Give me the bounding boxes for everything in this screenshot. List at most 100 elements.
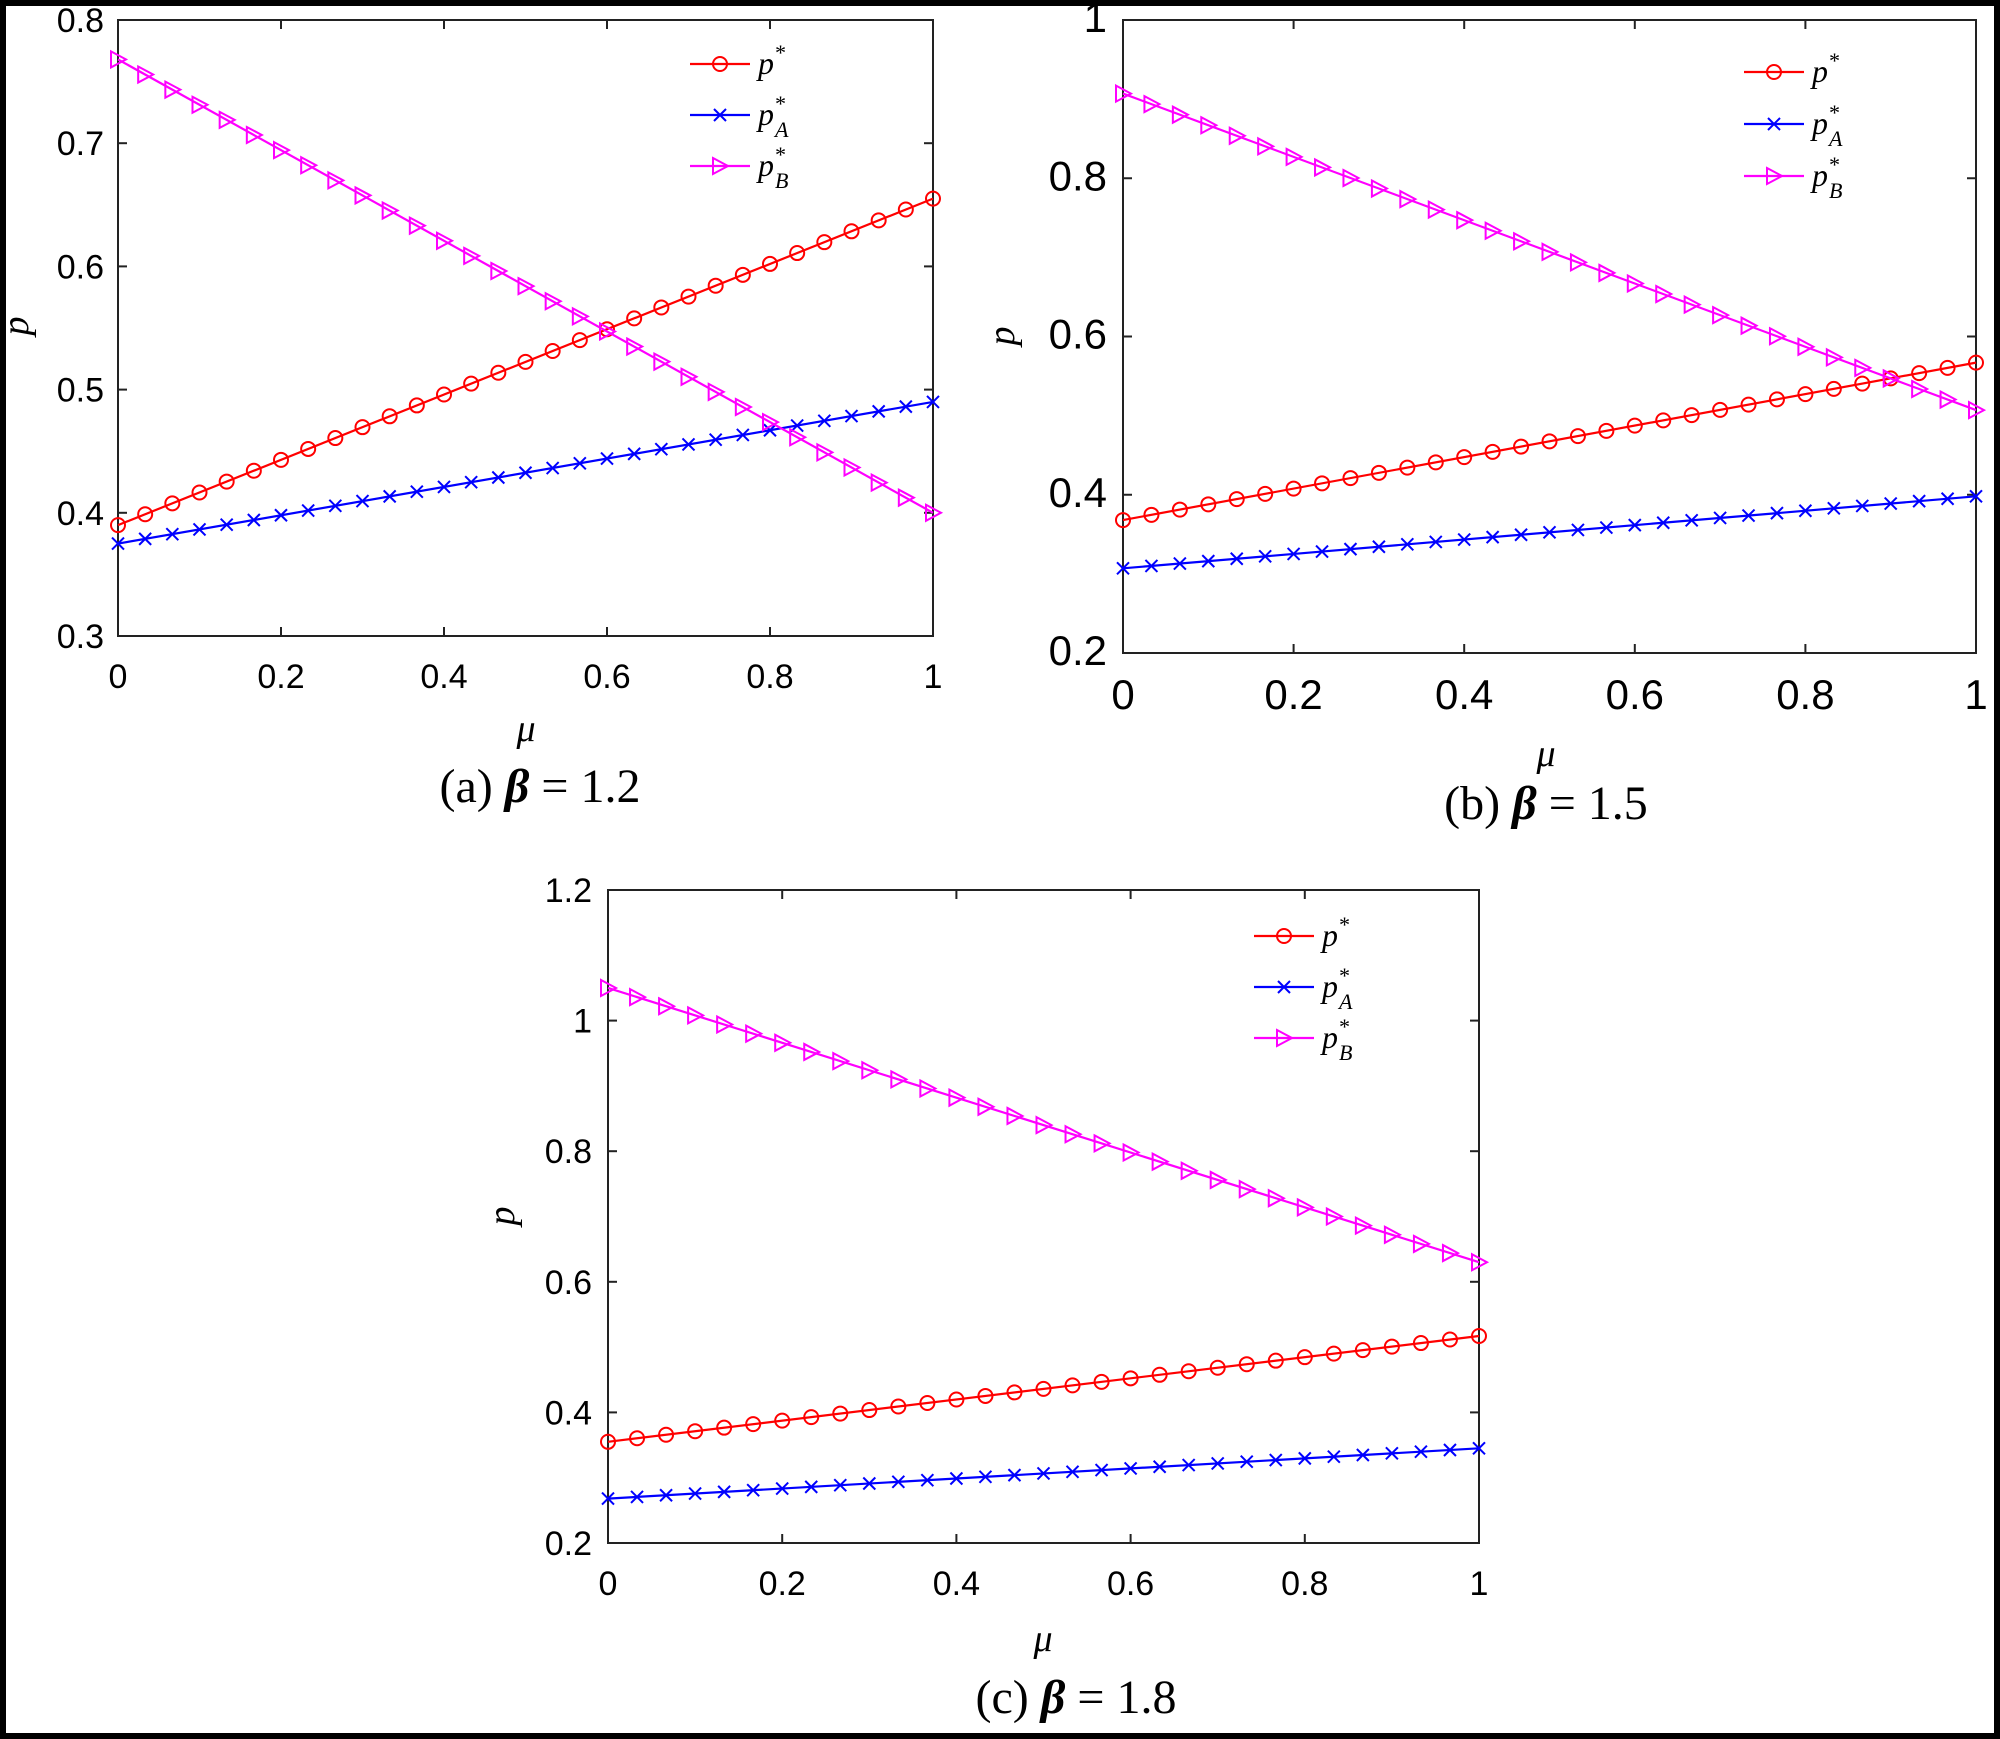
marker-stroke <box>1144 559 1159 573</box>
data-point <box>219 518 234 532</box>
data-point <box>218 110 237 130</box>
marker-stroke <box>688 1486 702 1501</box>
series-2 <box>601 1441 1486 1506</box>
legend-label-sup: * <box>774 142 785 167</box>
marker-stroke <box>192 522 207 537</box>
x-axis-label: μ <box>515 708 535 750</box>
data-point <box>1768 391 1785 408</box>
data-point <box>1912 494 1926 508</box>
chart-panel-c: 0 0.2 0.4 0.6 0.8 10.20.40.60.811.2μp(c) β = … <box>481 872 1490 1724</box>
legend: p*p* Ap* B <box>1254 912 1353 1065</box>
legend-label: p* B <box>756 142 788 193</box>
x-axis-label: μ <box>1032 1618 1052 1660</box>
legend-label-sub: B <box>1829 178 1842 203</box>
data-point <box>1471 1327 1487 1344</box>
x-tick-label: 1 <box>924 658 943 696</box>
marker-stroke <box>1883 496 1898 511</box>
data-point <box>1325 1345 1342 1362</box>
marker-stroke <box>1356 1448 1370 1462</box>
y-tick-label: 0.8 <box>545 1133 592 1171</box>
marker-stroke <box>713 108 727 122</box>
data-point <box>832 1051 851 1071</box>
data-point <box>573 456 587 471</box>
marker-stroke <box>1152 1460 1167 1474</box>
data-point <box>861 1402 878 1419</box>
marker-stroke <box>978 1470 993 1484</box>
marker-stroke <box>844 409 859 423</box>
x-tick-label: 0.4 <box>420 658 467 696</box>
marker-stroke <box>1173 556 1187 571</box>
data-point <box>1238 1356 1255 1373</box>
data-point <box>707 277 724 294</box>
legend-entry: p* A <box>1254 963 1353 1014</box>
legend: p *p* Ap* B <box>690 40 789 193</box>
data-point <box>1400 537 1415 552</box>
marker-stroke <box>1298 1451 1312 1466</box>
data-point <box>1383 1338 1400 1355</box>
x-tick-label: 0 <box>599 1565 618 1603</box>
legend-label-base: p <box>1810 105 1828 141</box>
data-point <box>1655 284 1674 304</box>
series-1 <box>600 1327 1487 1450</box>
marker-stroke <box>1571 523 1585 537</box>
figure-frame: 00.20.40.60.810.30.40.50.60.70.8μp(a) β … <box>6 6 1994 1733</box>
x-tick-label: 1 <box>1964 671 1987 718</box>
marker-stroke <box>600 451 614 466</box>
data-point <box>920 1473 935 1487</box>
data-point <box>1599 520 1614 535</box>
caption-prefix: (b) <box>1444 777 1512 830</box>
legend-label-base: p <box>1810 157 1828 193</box>
legend-label: p* A <box>756 91 789 142</box>
data-point <box>707 382 726 402</box>
data-point <box>1257 136 1276 157</box>
data-point <box>1006 1384 1023 1401</box>
marker-stroke <box>355 494 370 508</box>
marker-stroke <box>1827 501 1841 516</box>
y-tick-label: 0.6 <box>1049 311 1107 358</box>
legend-label-base: p <box>756 45 774 81</box>
data-point <box>1171 501 1188 518</box>
data-point <box>871 404 886 419</box>
data-point <box>1939 389 1958 410</box>
marker-stroke <box>1940 492 1955 506</box>
data-point <box>1240 1455 1254 1469</box>
x-tick-label: 0.6 <box>1606 671 1664 718</box>
legend-label: p* A <box>1810 100 1843 151</box>
data-point <box>1354 1215 1373 1236</box>
data-point <box>804 1480 818 1494</box>
marker-stroke <box>1036 1466 1051 1481</box>
marker-stroke <box>111 536 125 551</box>
data-point <box>1298 1451 1312 1466</box>
marker-stroke <box>659 1488 673 1502</box>
data-point <box>1740 316 1759 336</box>
data-point <box>1441 1243 1461 1263</box>
data-point <box>1269 1453 1283 1467</box>
data-point <box>408 215 427 236</box>
data-point <box>687 1005 706 1026</box>
data-point <box>137 506 154 523</box>
legend-entry: p* A <box>1744 100 1843 151</box>
data-point <box>626 336 645 357</box>
data-point <box>658 996 677 1016</box>
marker-stroke <box>681 437 696 452</box>
marker-stroke <box>1065 1465 1080 1479</box>
data-point <box>1968 354 1984 371</box>
data-point <box>601 1491 615 1506</box>
data-point <box>1122 1142 1141 1163</box>
data-point <box>1006 1106 1025 1126</box>
data-point <box>978 1470 993 1484</box>
y-tick-label: 0.8 <box>1049 152 1107 199</box>
data-point <box>925 190 941 207</box>
marker-stroke <box>1315 544 1329 559</box>
data-point <box>1385 1446 1399 1461</box>
data-point <box>890 1069 909 1090</box>
data-point <box>1882 368 1901 389</box>
data-point <box>926 395 940 409</box>
series-line <box>607 1334 1480 1443</box>
data-point <box>1296 1197 1315 1218</box>
data-point <box>627 447 641 461</box>
data-point <box>1471 1252 1490 1272</box>
data-point <box>1370 178 1390 199</box>
marker-stroke <box>545 461 560 475</box>
data-point <box>1797 337 1816 357</box>
